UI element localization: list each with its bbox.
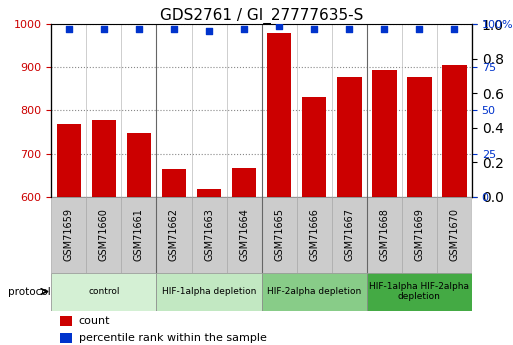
Text: GSM71660: GSM71660 xyxy=(99,208,109,261)
Point xyxy=(275,23,283,29)
Bar xyxy=(302,97,326,197)
Point xyxy=(65,27,73,32)
Bar xyxy=(227,197,262,273)
Bar xyxy=(232,168,256,197)
Point xyxy=(170,27,178,32)
Bar xyxy=(127,133,151,197)
Point xyxy=(450,27,459,32)
Bar xyxy=(60,333,72,343)
Point xyxy=(345,27,353,32)
Bar xyxy=(60,316,72,326)
Text: GSM71669: GSM71669 xyxy=(415,208,424,261)
Bar xyxy=(156,273,262,310)
Text: GSM71668: GSM71668 xyxy=(379,208,389,261)
Text: count: count xyxy=(78,316,110,326)
Text: GSM71661: GSM71661 xyxy=(134,208,144,261)
Point xyxy=(100,27,108,32)
Point xyxy=(380,27,388,32)
Bar xyxy=(191,197,227,273)
Bar xyxy=(297,197,332,273)
Bar xyxy=(262,197,297,273)
Text: GSM71659: GSM71659 xyxy=(64,208,74,261)
Bar xyxy=(92,120,116,197)
Bar xyxy=(122,197,156,273)
Text: GSM71667: GSM71667 xyxy=(344,208,354,261)
Bar xyxy=(51,197,86,273)
Bar xyxy=(56,124,81,197)
Text: percentile rank within the sample: percentile rank within the sample xyxy=(78,333,267,343)
Point xyxy=(240,27,248,32)
Bar xyxy=(407,77,431,197)
Text: protocol: protocol xyxy=(8,287,51,296)
Bar xyxy=(437,197,472,273)
Bar xyxy=(402,197,437,273)
Text: GSM71664: GSM71664 xyxy=(239,208,249,261)
Bar xyxy=(162,169,186,197)
Point xyxy=(135,27,143,32)
Text: GSM71665: GSM71665 xyxy=(274,208,284,261)
Point xyxy=(205,28,213,34)
Bar xyxy=(51,273,156,310)
Bar xyxy=(332,197,367,273)
Text: GSM71666: GSM71666 xyxy=(309,208,319,261)
Text: HIF-1alpha depletion: HIF-1alpha depletion xyxy=(162,287,256,296)
Bar xyxy=(197,189,221,197)
Title: GDS2761 / GI_27777635-S: GDS2761 / GI_27777635-S xyxy=(160,8,363,24)
Point xyxy=(415,27,423,32)
Text: GSM71662: GSM71662 xyxy=(169,208,179,261)
Bar xyxy=(86,197,122,273)
Bar xyxy=(367,273,472,310)
Point xyxy=(310,27,318,32)
Bar xyxy=(442,65,467,197)
Bar xyxy=(337,77,362,197)
Bar xyxy=(367,197,402,273)
Text: HIF-2alpha depletion: HIF-2alpha depletion xyxy=(267,287,361,296)
Bar xyxy=(267,33,291,197)
Bar xyxy=(262,273,367,310)
Bar xyxy=(372,70,397,197)
Text: GSM71663: GSM71663 xyxy=(204,208,214,261)
Text: HIF-1alpha HIF-2alpha
depletion: HIF-1alpha HIF-2alpha depletion xyxy=(369,282,469,301)
Bar xyxy=(156,197,191,273)
Text: GSM71670: GSM71670 xyxy=(449,208,460,261)
Text: control: control xyxy=(88,287,120,296)
